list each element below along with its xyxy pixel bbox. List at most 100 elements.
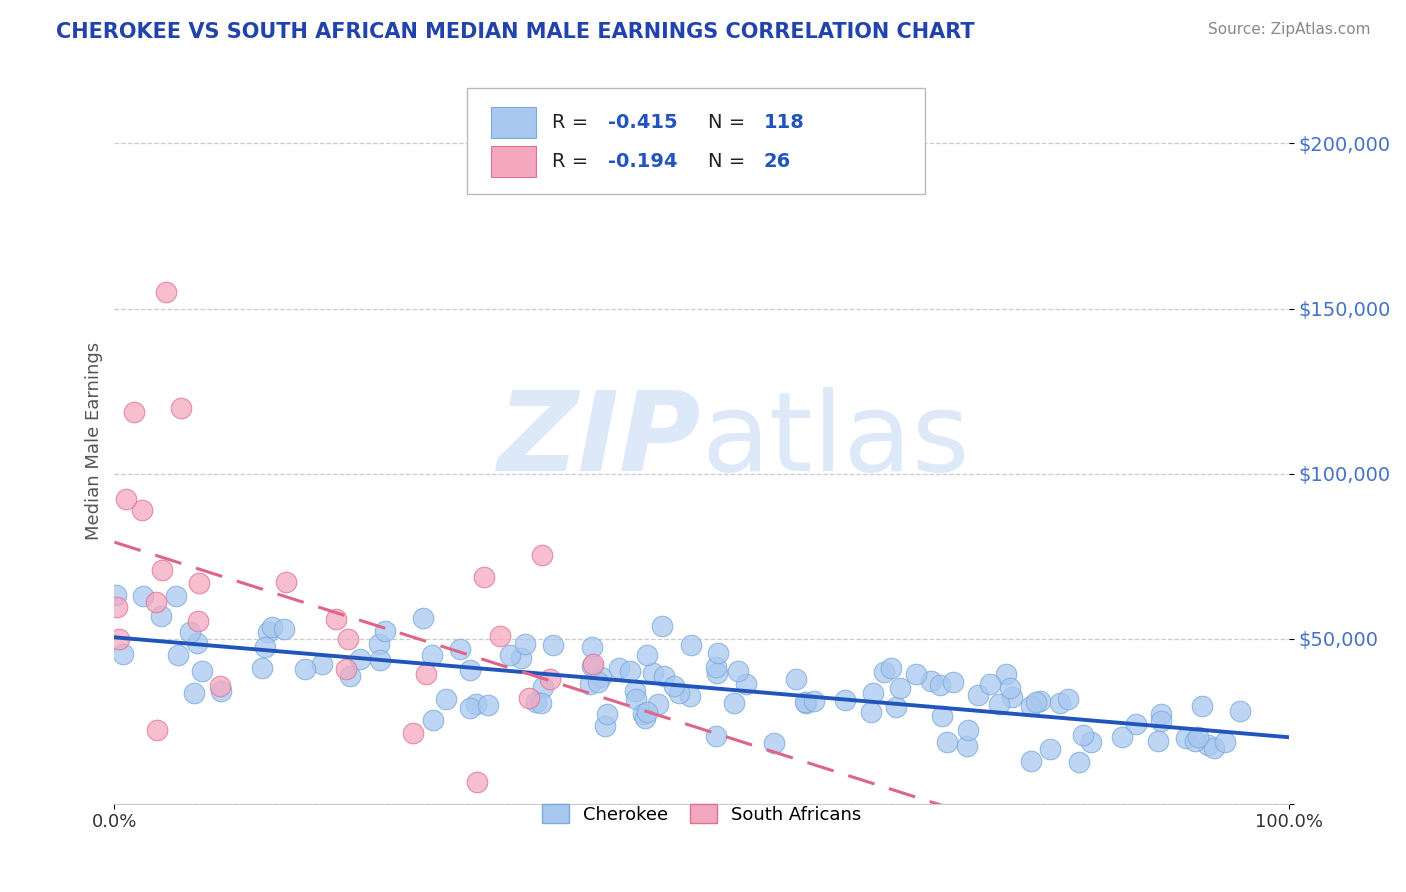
Point bbox=[727, 665, 749, 679]
Point bbox=[995, 667, 1018, 681]
Point bbox=[1191, 698, 1213, 713]
Point bbox=[187, 575, 209, 590]
Point bbox=[581, 659, 603, 673]
Point bbox=[256, 624, 278, 639]
Point bbox=[509, 651, 531, 665]
Point bbox=[530, 548, 553, 562]
Point bbox=[167, 648, 190, 662]
Point bbox=[581, 640, 603, 655]
Point bbox=[531, 680, 554, 694]
Text: -0.194: -0.194 bbox=[607, 153, 678, 171]
Point bbox=[538, 672, 561, 686]
Point bbox=[339, 668, 361, 682]
Point bbox=[762, 736, 785, 750]
Point bbox=[515, 637, 537, 651]
Point bbox=[704, 729, 727, 743]
Point bbox=[967, 688, 990, 702]
Point bbox=[582, 657, 605, 672]
Point bbox=[465, 775, 488, 789]
Point bbox=[1213, 735, 1236, 749]
Text: atlas: atlas bbox=[702, 387, 970, 494]
Point bbox=[619, 665, 641, 679]
Point bbox=[145, 595, 167, 609]
Point bbox=[311, 657, 333, 672]
Point bbox=[152, 563, 174, 577]
Text: ZIP: ZIP bbox=[498, 387, 702, 494]
Point bbox=[165, 589, 187, 603]
Point bbox=[209, 679, 232, 693]
Point bbox=[941, 674, 963, 689]
Point bbox=[1049, 696, 1071, 710]
Point bbox=[422, 714, 444, 728]
Point bbox=[122, 405, 145, 419]
Point bbox=[530, 696, 553, 710]
Point bbox=[115, 491, 138, 506]
Point bbox=[681, 639, 703, 653]
Point bbox=[956, 739, 979, 753]
Point bbox=[1067, 755, 1090, 769]
Point bbox=[337, 632, 360, 646]
Point bbox=[904, 667, 927, 681]
Point bbox=[707, 646, 730, 660]
Point bbox=[464, 698, 486, 712]
Point bbox=[131, 503, 153, 517]
Point bbox=[1001, 690, 1024, 705]
Point bbox=[368, 637, 391, 651]
Text: N =: N = bbox=[707, 153, 751, 171]
Point bbox=[260, 620, 283, 634]
Point bbox=[105, 588, 128, 602]
Point bbox=[931, 709, 953, 723]
Point bbox=[920, 674, 942, 689]
Point bbox=[637, 705, 659, 719]
Point bbox=[662, 679, 685, 693]
Point bbox=[957, 723, 980, 737]
Point bbox=[578, 677, 600, 691]
Text: R =: R = bbox=[553, 153, 595, 171]
Point bbox=[1125, 716, 1147, 731]
Text: 26: 26 bbox=[763, 153, 792, 171]
Point bbox=[477, 698, 499, 712]
Point bbox=[794, 696, 817, 710]
Point bbox=[723, 696, 745, 710]
Point bbox=[179, 624, 201, 639]
Point bbox=[458, 701, 481, 715]
Point bbox=[679, 690, 702, 704]
Point bbox=[988, 697, 1011, 711]
Point bbox=[623, 684, 645, 698]
Point bbox=[631, 706, 654, 721]
Point bbox=[155, 285, 177, 299]
Point bbox=[860, 705, 883, 719]
Text: Source: ZipAtlas.com: Source: ZipAtlas.com bbox=[1208, 22, 1371, 37]
Point bbox=[170, 401, 193, 415]
Point bbox=[402, 726, 425, 740]
Text: R =: R = bbox=[553, 113, 595, 132]
Point bbox=[706, 665, 728, 680]
Text: -0.415: -0.415 bbox=[607, 113, 678, 132]
Point bbox=[607, 661, 630, 675]
Point bbox=[1071, 728, 1094, 742]
Point bbox=[704, 660, 727, 674]
Point bbox=[294, 661, 316, 675]
Bar bbox=[492, 146, 536, 177]
Point bbox=[449, 642, 471, 657]
Point bbox=[936, 735, 959, 749]
Point bbox=[651, 619, 673, 633]
Point bbox=[472, 570, 495, 584]
Bar bbox=[492, 107, 536, 137]
Point bbox=[254, 640, 277, 655]
Point bbox=[187, 614, 209, 628]
Point bbox=[111, 647, 134, 661]
Point bbox=[803, 694, 825, 708]
Point bbox=[1080, 735, 1102, 749]
Point bbox=[636, 648, 658, 662]
Point bbox=[1019, 698, 1042, 713]
Point bbox=[415, 667, 437, 681]
Point bbox=[589, 670, 612, 684]
Point bbox=[1204, 740, 1226, 755]
Point bbox=[1057, 691, 1080, 706]
Point bbox=[1146, 733, 1168, 747]
Point bbox=[368, 653, 391, 667]
Point bbox=[1021, 754, 1043, 768]
Point bbox=[624, 692, 647, 706]
Point bbox=[273, 622, 295, 636]
